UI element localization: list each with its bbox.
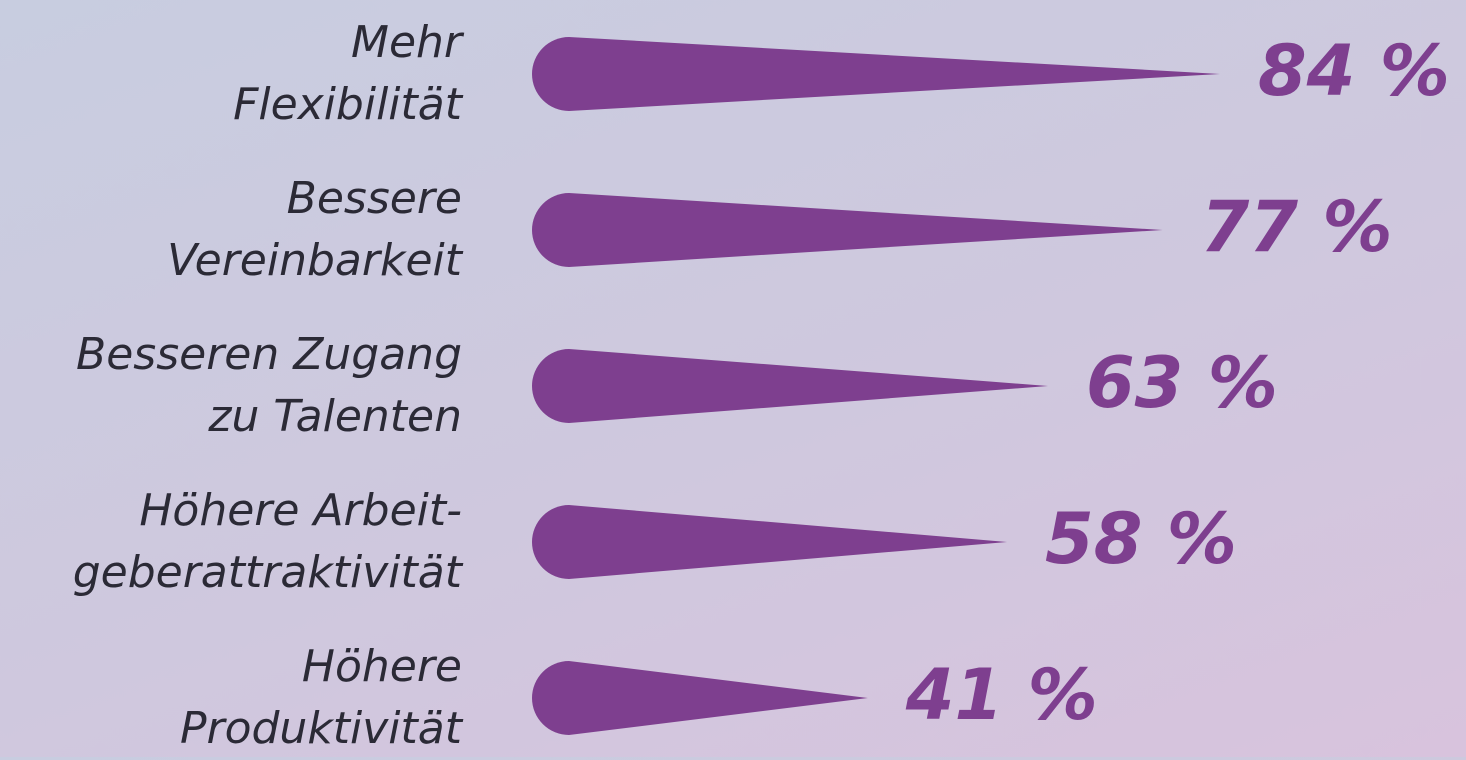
category-label: Mehr Flexibilität	[233, 17, 462, 130]
value-label: 63 %	[1086, 342, 1278, 424]
category-label: Bessere Vereinbarkeit	[167, 173, 462, 286]
category-label: Höhere Produktivität	[179, 641, 462, 754]
value-label: 41 %	[905, 654, 1098, 736]
value-label: 77 %	[1201, 186, 1393, 268]
bar	[532, 661, 868, 735]
category-label: Besseren Zugang zu Talenten	[76, 329, 462, 442]
bar	[532, 505, 1008, 579]
value-label: 84 %	[1258, 30, 1450, 112]
value-label: 58 %	[1045, 498, 1237, 580]
bar	[532, 37, 1220, 111]
category-label: Höhere Arbeit- geberattraktivität	[72, 485, 462, 598]
bar	[532, 349, 1048, 423]
bar	[532, 193, 1163, 267]
